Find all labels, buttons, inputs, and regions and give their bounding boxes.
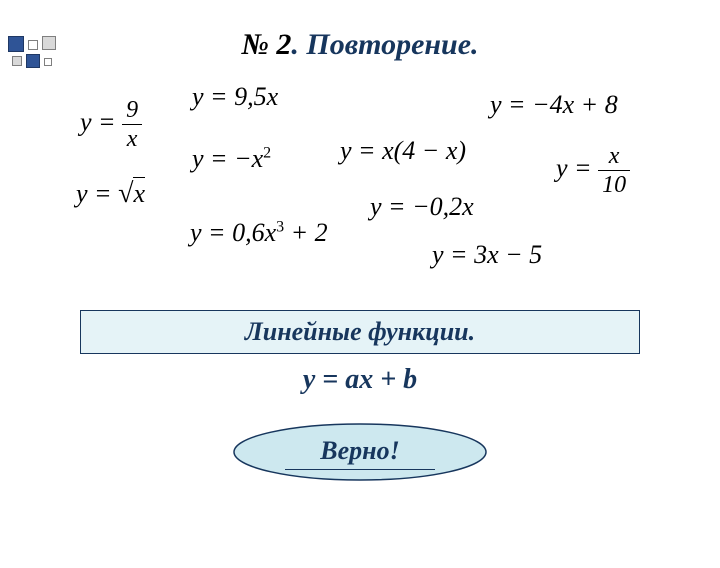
- equation: y = −x2: [192, 144, 271, 174]
- equation: y = 9,5x: [192, 82, 278, 112]
- decor-square: [12, 56, 22, 66]
- equation: y = √x: [76, 178, 145, 210]
- equations-area: y = 9x y = 9,5x y = −4x + 8 y = √x y = −x2 y …: [0, 80, 720, 290]
- decor-square: [8, 36, 24, 52]
- highlight-box: Линейные функции.: [80, 310, 640, 354]
- decor-square: [26, 54, 40, 68]
- title-number: № 2: [241, 28, 291, 61]
- decor-square: [44, 58, 52, 66]
- decor-square: [28, 40, 38, 50]
- corner-decoration: [8, 36, 108, 81]
- equation: y = x10: [556, 144, 630, 197]
- highlight-text: Линейные функции.: [245, 317, 475, 346]
- equation: y = −4x + 8: [490, 90, 618, 120]
- title-text: Повторение.: [306, 28, 478, 61]
- equation: y = 3x − 5: [432, 240, 542, 270]
- decor-square: [42, 36, 56, 50]
- formula-text: у = ах + b: [303, 364, 417, 395]
- feedback-ellipse: Верно!: [230, 422, 490, 482]
- formula: у = ах + b: [0, 364, 720, 396]
- ellipse-underline: [285, 469, 435, 470]
- page-title: № 2. Повторение.: [0, 28, 720, 62]
- equation: y = −0,2x: [370, 192, 474, 222]
- ellipse-text: Верно!: [230, 436, 490, 466]
- equation: y = 9x: [80, 98, 142, 151]
- title-punct: .: [291, 28, 306, 61]
- equation: y = 0,6x3 + 2: [190, 218, 328, 248]
- equation: y = x(4 − x): [340, 136, 466, 166]
